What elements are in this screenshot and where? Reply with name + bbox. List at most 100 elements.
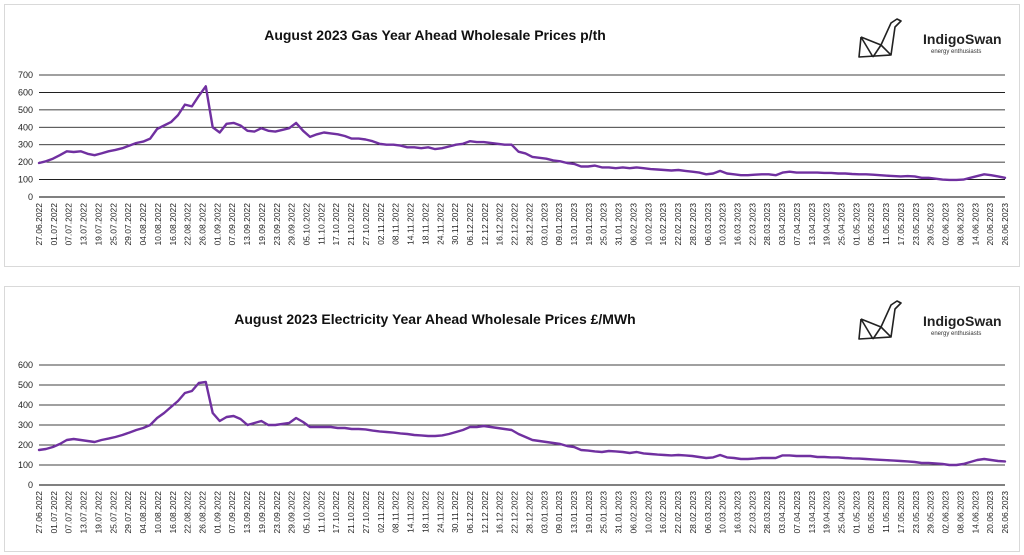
x-tick-label: 09.01.2023 <box>554 203 564 246</box>
x-tick-label: 10.03.2023 <box>718 203 728 246</box>
x-tick-label: 13.04.2023 <box>807 491 817 534</box>
x-tick-label: 07.07.2022 <box>64 203 74 246</box>
x-tick-label: 11.10.2022 <box>316 491 326 533</box>
x-tick-label: 12.12.2022 <box>480 203 490 246</box>
x-tick-label: 23.09.2022 <box>272 203 282 246</box>
x-tick-label: 21.10.2022 <box>346 491 356 534</box>
y-tick-label: 300 <box>18 140 33 150</box>
indigoswan-logo: IndigoSwan energy enthusiasts <box>851 13 1002 69</box>
x-tick-label: 01.05.2023 <box>851 203 861 246</box>
x-tick-label: 19.01.2023 <box>584 491 594 534</box>
x-tick-label: 08.06.2023 <box>955 203 965 246</box>
x-tick-label: 19.01.2023 <box>584 203 594 246</box>
electricity-chart-panel: August 2023 Electricity Year Ahead Whole… <box>4 286 1020 552</box>
x-tick-label: 10.08.2022 <box>153 491 163 534</box>
y-tick-label: 0 <box>28 480 33 490</box>
x-tick-label: 22.03.2023 <box>747 203 757 246</box>
x-tick-label: 17.05.2023 <box>896 203 906 246</box>
origami-swan-icon <box>858 300 902 340</box>
x-tick-label: 25.01.2023 <box>599 203 609 246</box>
x-tick-label: 31.01.2023 <box>614 203 624 246</box>
x-tick-label: 28.12.2022 <box>524 203 534 246</box>
gas-plot-area: 0 100 200 300 400 500 600 700 27.06.2022 01.07.20… <box>18 70 1010 246</box>
x-tick-label: 13.01.2023 <box>569 491 579 534</box>
y-tick-label: 300 <box>18 420 33 430</box>
x-tick-label: 22.03.2023 <box>747 491 757 534</box>
x-tick-label: 17.05.2023 <box>896 491 906 534</box>
x-tick-label: 27.06.2022 <box>34 203 44 246</box>
y-tick-label: 200 <box>18 157 33 167</box>
x-tick-label: 28.03.2023 <box>762 491 772 534</box>
y-tick-label: 400 <box>18 400 33 410</box>
x-tick-label: 20.06.2023 <box>985 491 995 534</box>
x-tick-label: 27.10.2022 <box>361 491 371 534</box>
x-tick-label: 27.10.2022 <box>361 203 371 246</box>
x-tick-label: 22.08.2022 <box>183 203 193 246</box>
x-tick-label: 07.04.2023 <box>792 491 802 534</box>
y-tick-label: 700 <box>18 70 33 80</box>
x-tick-label: 17.10.2022 <box>331 491 341 534</box>
y-tick-label: 0 <box>28 192 33 202</box>
x-tick-label: 24.11.2022 <box>435 203 445 245</box>
x-tick-label: 19.04.2023 <box>822 203 832 246</box>
logo-name: IndigoSwan <box>923 31 1002 47</box>
x-tick-label: 13.09.2022 <box>242 491 252 534</box>
x-tick-label: 04.08.2022 <box>138 203 148 246</box>
x-tick-label: 28.02.2023 <box>688 203 698 246</box>
x-tick-label: 22.08.2022 <box>183 491 193 534</box>
x-tick-label: 25.04.2023 <box>837 203 847 246</box>
gas-chart-title: August 2023 Gas Year Ahead Wholesale Pri… <box>264 27 606 43</box>
x-tick-label: 29.09.2022 <box>287 491 297 534</box>
series-line <box>37 85 1007 182</box>
x-tick-label: 04.08.2022 <box>138 491 148 534</box>
x-tick-label: 09.01.2023 <box>554 491 564 534</box>
x-tick-label: 10.02.2023 <box>643 203 653 246</box>
x-tick-label: 16.03.2023 <box>732 491 742 534</box>
y-tick-label: 200 <box>18 440 33 450</box>
x-tick-label: 14.06.2023 <box>970 203 980 246</box>
x-tick-label: 16.02.2023 <box>658 203 668 246</box>
x-tick-label: 16.12.2022 <box>495 491 505 534</box>
x-tick-label: 29.05.2023 <box>926 203 936 246</box>
logo-tagline: energy enthusiasts <box>931 331 982 337</box>
y-tick-label: 100 <box>18 460 33 470</box>
x-tick-label: 07.07.2022 <box>64 491 74 534</box>
x-tick-label: 29.09.2022 <box>287 203 297 246</box>
x-tick-label: 02.11.2022 <box>376 203 386 245</box>
x-tick-label: 13.09.2022 <box>242 203 252 246</box>
x-tick-label: 10.02.2023 <box>643 491 653 534</box>
x-tick-label: 25.01.2023 <box>599 491 609 534</box>
x-tick-label: 01.05.2023 <box>851 491 861 534</box>
x-tick-label: 01.09.2022 <box>212 203 222 246</box>
x-tick-label: 02.11.2022 <box>376 491 386 533</box>
electricity-plot-area: 0 100 200 300 400 500 600 27.06.2022 01.07.2022 0… <box>18 360 1010 534</box>
x-tick-label: 07.09.2022 <box>227 491 237 534</box>
x-tick-label: 05.10.2022 <box>302 203 312 246</box>
x-tick-label: 19.04.2023 <box>822 491 832 534</box>
x-tick-label: 28.03.2023 <box>762 203 772 246</box>
x-tick-label: 16.08.2022 <box>168 491 178 534</box>
x-tick-label: 02.06.2023 <box>941 203 951 246</box>
x-tick-label: 03.01.2023 <box>539 491 549 534</box>
x-tick-label: 05.10.2022 <box>302 491 312 534</box>
x-tick-label: 19.09.2022 <box>257 203 267 246</box>
x-tick-label: 14.11.2022 <box>406 491 416 533</box>
x-tick-label: 26.08.2022 <box>197 491 207 534</box>
x-tick-label: 16.02.2023 <box>658 491 668 534</box>
x-tick-label: 22.02.2023 <box>673 491 683 534</box>
x-tick-label: 14.06.2023 <box>970 491 980 534</box>
x-tick-label: 05.05.2023 <box>866 203 876 246</box>
x-tick-label: 03.04.2023 <box>777 203 787 246</box>
x-tick-label: 29.07.2022 <box>123 203 133 246</box>
x-tick-label: 27.06.2022 <box>34 491 44 534</box>
x-tick-label: 20.06.2023 <box>985 203 995 246</box>
x-tick-label: 30.11.2022 <box>450 203 460 245</box>
x-tick-label: 23.09.2022 <box>272 491 282 534</box>
x-tick-label: 17.10.2022 <box>331 203 341 246</box>
y-tick-label: 600 <box>18 360 33 370</box>
x-tick-label: 07.09.2022 <box>227 203 237 246</box>
x-tick-label: 03.04.2023 <box>777 491 787 534</box>
x-tick-label: 30.11.2022 <box>450 491 460 533</box>
x-tick-label: 23.05.2023 <box>911 491 921 534</box>
x-tick-label: 25.04.2023 <box>837 491 847 534</box>
